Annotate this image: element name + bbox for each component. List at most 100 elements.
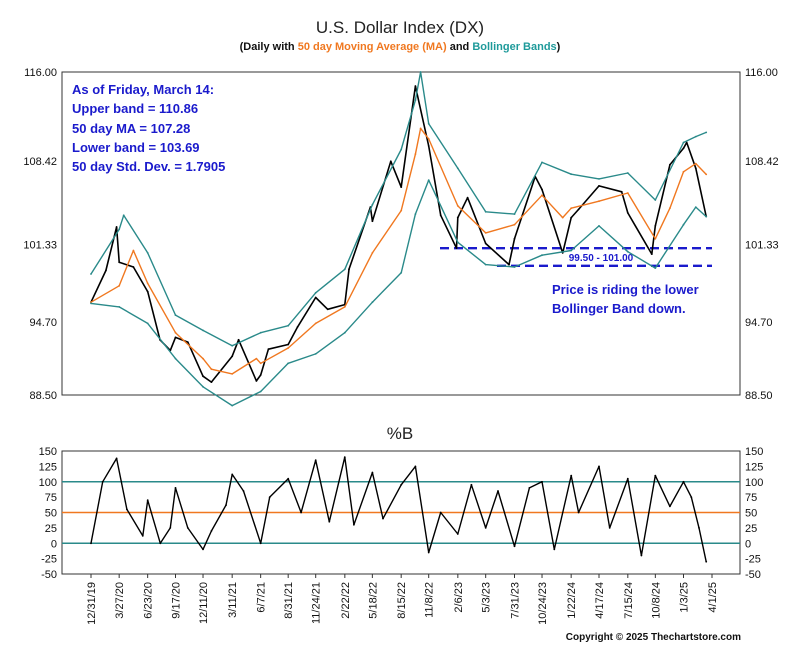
pctb-ytick-left-1: 125 [39,461,57,473]
series-point-2-3 [146,252,149,254]
pctb-point-47 [698,527,700,529]
price-panel-frame [61,71,741,396]
pctb-ytick-left-5: 25 [45,523,57,535]
price-y-axis: 116.00 116.00 108.42 108.42 101.33 101.33 94.7… [23,67,778,402]
x-tick-label-6: 6/7/21 [256,582,268,613]
pctb-point-21 [343,456,346,458]
series-point-3-7 [287,362,290,365]
pctb-point-33 [513,545,516,548]
annotation-line-2: Bollinger Band down. [552,301,686,316]
subtitle-ma-label: 50 day Moving Average (MA) [298,41,447,53]
pctb-point-1 [101,480,104,483]
x-tick-label-3: 9/17/20 [171,582,183,619]
series-point-0-28 [427,145,430,147]
series-point-3-16 [513,266,516,268]
x-tick-label-20: 10/8/24 [650,582,662,619]
series-point-1-23 [570,207,573,210]
series-point-3-8 [314,353,317,355]
pctb-point-42 [640,554,643,557]
series-point-3-4 [202,385,204,388]
series-point-0-43 [626,212,629,214]
series-point-0-25 [389,160,392,163]
series-point-0-46 [669,163,671,166]
pctb-point-31 [484,527,487,529]
series-point-0-45 [654,225,657,227]
series-point-2-14 [419,71,422,73]
x-tick-label-5: 3/11/21 [227,582,239,618]
x-tick-label-19: 7/15/24 [623,582,635,619]
series-point-3-14 [456,241,459,244]
series-point-1-20 [513,223,516,226]
pctb-point-9 [186,527,189,529]
series-point-0-3 [118,261,121,264]
series-point-2-18 [513,213,516,216]
pctb-ytick-right-0: 150 [745,446,763,458]
pctb-point-26 [414,465,417,468]
series-point-0-47 [682,147,685,150]
x-tick-label-7: 8/31/21 [283,582,295,619]
series-point-1-10 [287,347,290,349]
chart-title: U.S. Dollar Index (DX) [316,18,484,37]
series-point-2-4 [174,314,177,316]
series-point-2-17 [484,210,487,213]
series-point-1-2 [132,249,135,252]
series-point-2-6 [231,344,234,347]
series-point-0-35 [513,237,516,240]
series-point-0-20 [326,308,329,311]
pctb-point-38 [577,511,580,514]
series-point-3-10 [371,301,374,304]
series-point-2-15 [427,122,430,125]
pctb-point-41 [626,477,629,480]
pctb-ytick-right-6: 0 [745,538,751,550]
series-point-0-33 [484,242,487,245]
pctb-point-5 [146,499,149,502]
x-tick-label-12: 11/8/22 [424,582,436,618]
series-point-1-28 [682,170,685,173]
series-point-3-0 [90,302,92,305]
series-point-3-9 [343,331,346,334]
pctb-point-13 [231,473,234,476]
series-point-0-30 [455,247,458,250]
series-point-1-11 [314,322,317,325]
series-point-1-1 [118,284,121,287]
series-point-0-27 [414,85,417,87]
series-point-2-19 [541,161,543,164]
x-axis-date-labels: 12/31/19 3/27/20 6/23/20 9/17/20 12/11/20 3/1… [86,574,719,625]
pctb-point-10 [202,548,204,551]
pctb-ytick-left-7: -25 [41,554,57,566]
pctb-point-44 [669,505,671,508]
series-point-0-31 [456,216,459,219]
annotation-line-1: Price is riding the lower [552,282,699,297]
x-tick-label-11: 8/15/22 [396,582,408,619]
x-tick-label-9: 2/22/22 [340,582,352,619]
subtitle-suffix: ) [557,41,561,53]
pctb-ytick-right-7: -25 [745,554,761,566]
series-point-3-15 [484,263,487,266]
series-point-1-5 [202,357,204,360]
info-line-stddev: 50 day Std. Dev. = 1.7905 [72,159,225,174]
pctb-point-18 [300,511,302,514]
series-point-2-1 [118,228,121,231]
pctb-ytick-right-4: 50 [745,508,757,520]
pctb-point-48 [705,560,708,563]
series-point-3-6 [259,390,262,393]
series-point-3-11 [400,271,403,274]
pctb-point-14 [242,490,245,492]
series-point-3-1 [118,306,121,308]
series-point-3-17 [541,254,543,257]
series-point-3-13 [427,179,430,182]
series-point-1-26 [654,237,657,240]
price-ytick-left-1: 108.42 [23,156,57,168]
series-point-2-0 [90,273,92,275]
series-point-0-40 [577,208,580,211]
pctb-point-11 [210,530,213,532]
pctb-point-4 [141,535,144,537]
pctb-point-12 [225,504,227,506]
series-point-0-24 [371,220,374,223]
series-point-0-10 [202,375,204,378]
pctb-point-0 [90,542,92,545]
info-line-date: As of Friday, March 14: [72,82,214,97]
series-point-0-34 [508,263,510,266]
series-point-1-15 [414,153,417,156]
series-point-1-25 [626,192,629,194]
